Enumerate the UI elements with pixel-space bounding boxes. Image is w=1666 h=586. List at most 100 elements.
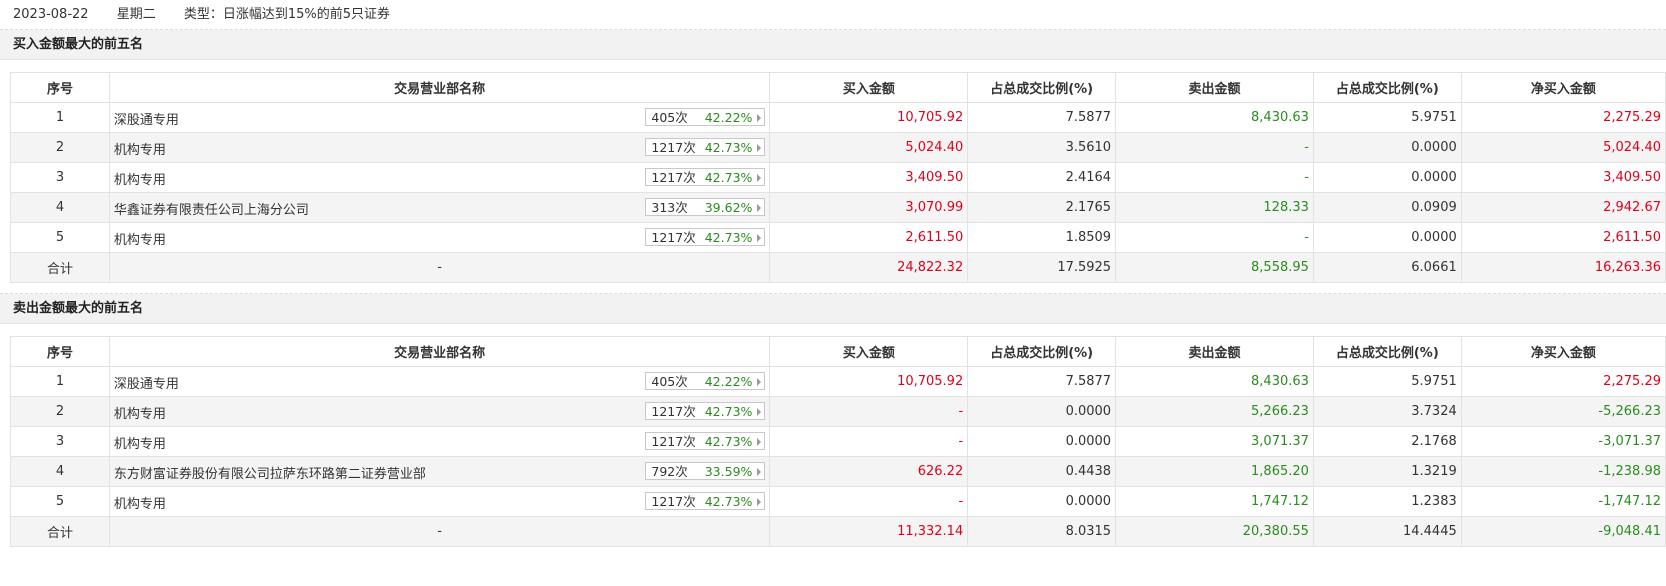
triangle-right-icon [757, 468, 762, 476]
triangle-right-icon [757, 234, 762, 242]
total-name: - [108, 516, 771, 547]
row-number: 4 [10, 192, 110, 223]
broker-stats-badge[interactable]: 1217次 42.73% [645, 228, 766, 246]
buy-top5-table: 序号 交易营业部名称 买入金额 占总成交比例(%) 卖出金额 占总成交比例(%) 净买入金额… [10, 72, 1666, 283]
net-buy-amount: 2,275.29 [1460, 102, 1666, 133]
net-buy-amount: 2,942.67 [1460, 192, 1666, 223]
table-row: 1 深股通专用 405次 42.22% 10,705.92 7.5877 8,430.63 5… [10, 366, 1666, 397]
broker-stats-badge[interactable]: 313次 39.62% [645, 198, 766, 216]
row-number: 2 [10, 396, 110, 427]
column-header: 占总成交比例(%) [1312, 336, 1462, 367]
listing-count: 405次 [651, 110, 688, 125]
total-sell-ratio: 6.0661 [1312, 252, 1462, 283]
buy-ratio: 0.4438 [967, 456, 1117, 487]
buy-amount: 10,705.92 [769, 102, 969, 133]
broker-cell: 机构专用 1217次 42.73% [108, 486, 771, 517]
listing-count: 1217次 [651, 434, 696, 449]
row-number: 1 [10, 102, 110, 133]
net-buy-amount: 3,409.50 [1460, 162, 1666, 193]
buy-amount: 3,070.99 [769, 192, 969, 223]
success-rate: 42.73% [704, 494, 753, 509]
sell-amount: 1,747.12 [1115, 486, 1314, 517]
sell-ratio: 0.0909 [1312, 192, 1462, 223]
sell-ratio: 0.0000 [1312, 132, 1462, 163]
broker-name-link[interactable]: 机构专用 [113, 497, 166, 512]
broker-name-link[interactable]: 华鑫证券有限责任公司上海分公司 [113, 203, 309, 218]
success-rate: 42.22% [704, 374, 753, 389]
broker-stats-badge[interactable]: 1217次 42.73% [645, 492, 766, 510]
buy-amount: 3,409.50 [769, 162, 969, 193]
broker-stats-badge[interactable]: 1217次 42.73% [645, 432, 766, 450]
sell-section-title: 卖出金额最大的前五名 [0, 294, 1666, 324]
sell-ratio: 0.0000 [1312, 222, 1462, 253]
column-header: 买入金额 [769, 336, 969, 367]
broker-name-link[interactable]: 机构专用 [113, 437, 166, 452]
broker-cell: 深股通专用 405次 42.22% [108, 102, 771, 133]
buy-amount: - [769, 426, 969, 457]
success-rate: 42.73% [704, 140, 753, 155]
triangle-right-icon [757, 174, 762, 182]
broker-stats-badge[interactable]: 405次 42.22% [645, 372, 766, 390]
sell-amount: 3,071.37 [1115, 426, 1314, 457]
broker-stats-badge[interactable]: 1217次 42.73% [645, 402, 766, 420]
listing-count: 792次 [651, 464, 688, 479]
triangle-right-icon [757, 144, 762, 152]
triangle-right-icon [757, 408, 762, 416]
buy-amount: 626.22 [769, 456, 969, 487]
total-sell-amount: 20,380.55 [1115, 516, 1314, 547]
buy-ratio: 2.1765 [967, 192, 1117, 223]
listing-count: 1217次 [651, 140, 696, 155]
net-buy-amount: -1,238.98 [1460, 456, 1666, 487]
column-header: 净买入金额 [1460, 336, 1666, 367]
total-name: - [108, 252, 771, 283]
sell-amount: - [1115, 162, 1314, 193]
broker-stats-badge[interactable]: 1217次 42.73% [645, 138, 766, 156]
triangle-right-icon [757, 114, 762, 122]
broker-cell: 深股通专用 405次 42.22% [108, 366, 771, 397]
buy-section-title: 买入金额最大的前五名 [0, 30, 1666, 60]
success-rate: 42.22% [704, 110, 753, 125]
broker-name-link[interactable]: 机构专用 [113, 173, 166, 188]
sell-ratio: 5.9751 [1312, 102, 1462, 133]
broker-cell: 机构专用 1217次 42.73% [108, 396, 771, 427]
broker-name-link[interactable]: 深股通专用 [113, 377, 179, 392]
sell-amount: 5,266.23 [1115, 396, 1314, 427]
column-header: 交易营业部名称 [108, 336, 771, 367]
triangle-right-icon [757, 378, 762, 386]
buy-ratio: 0.0000 [967, 486, 1117, 517]
sell-amount: 1,865.20 [1115, 456, 1314, 487]
broker-name-link[interactable]: 机构专用 [113, 407, 166, 422]
broker-stats-badge[interactable]: 405次 42.22% [645, 108, 766, 126]
broker-cell: 东方财富证券股份有限公司拉萨东环路第二证券营业部 792次 33.59% [108, 456, 771, 487]
total-net-buy-amount: 16,263.36 [1460, 252, 1666, 283]
sell-ratio: 5.9751 [1312, 366, 1462, 397]
total-label: 合计 [10, 252, 110, 283]
type-label: 类型：日涨幅达到15%的前5只证券 [183, 7, 391, 22]
table-row: 4 华鑫证券有限责任公司上海分公司 313次 39.62% 3,070.99 2.1765… [10, 192, 1666, 223]
sell-ratio: 1.3219 [1312, 456, 1462, 487]
listing-count: 1217次 [651, 230, 696, 245]
success-rate: 39.62% [704, 200, 753, 215]
success-rate: 42.73% [704, 404, 753, 419]
sell-amount: 8,430.63 [1115, 366, 1314, 397]
broker-name-link[interactable]: 机构专用 [113, 143, 166, 158]
broker-name-link[interactable]: 深股通专用 [113, 113, 179, 128]
row-number: 5 [10, 486, 110, 517]
column-header: 占总成交比例(%) [967, 336, 1117, 367]
column-header: 净买入金额 [1460, 72, 1666, 103]
broker-name-link[interactable]: 东方财富证券股份有限公司拉萨东环路第二证券营业部 [113, 467, 426, 482]
column-header: 序号 [10, 72, 110, 103]
broker-cell: 机构专用 1217次 42.73% [108, 132, 771, 163]
header-row: 序号 交易营业部名称 买入金额 占总成交比例(%) 卖出金额 占总成交比例(%) 净买入金额 [10, 336, 1666, 367]
broker-stats-badge[interactable]: 1217次 42.73% [645, 168, 766, 186]
table-row: 1 深股通专用 405次 42.22% 10,705.92 7.5877 8,430.63 5… [10, 102, 1666, 133]
triangle-right-icon [757, 204, 762, 212]
column-header: 序号 [10, 336, 110, 367]
total-buy-ratio: 17.5925 [967, 252, 1117, 283]
buy-amount: - [769, 396, 969, 427]
broker-name-link[interactable]: 机构专用 [113, 233, 166, 248]
broker-stats-badge[interactable]: 792次 33.59% [645, 462, 766, 480]
column-header: 占总成交比例(%) [1312, 72, 1462, 103]
broker-cell: 华鑫证券有限责任公司上海分公司 313次 39.62% [108, 192, 771, 223]
broker-cell: 机构专用 1217次 42.73% [108, 426, 771, 457]
